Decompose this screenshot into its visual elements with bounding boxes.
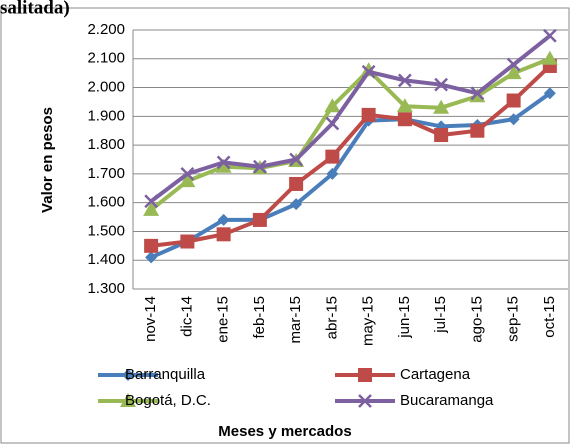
y-axis-label: Valor en pesos: [39, 107, 56, 213]
marker: [361, 64, 376, 79]
marker: [507, 113, 520, 126]
legend-label: Bucaramanga: [400, 392, 494, 409]
y-tick-label: 2.100: [87, 50, 125, 67]
marker: [180, 167, 195, 181]
y-tick-label: 1.700: [87, 165, 125, 182]
marker: [144, 238, 159, 253]
x-tick-label: ago-15: [468, 296, 485, 343]
marker: [179, 173, 196, 188]
marker: [216, 155, 231, 170]
marker: [289, 152, 304, 167]
marker: [434, 77, 449, 92]
marker: [433, 99, 450, 114]
marker: [543, 87, 556, 100]
x-tick-label: jun-15: [396, 296, 413, 339]
legend-label: Bogotá, D.C.: [125, 392, 211, 409]
chart-title: salitada): [0, 0, 70, 18]
marker: [470, 86, 485, 101]
marker: [397, 112, 412, 127]
x-tick-label: oct-15: [541, 296, 558, 338]
marker: [434, 128, 449, 143]
y-tick-label: 1.300: [87, 280, 125, 297]
marker: [120, 393, 136, 407]
marker: [470, 123, 485, 138]
marker: [252, 212, 267, 227]
marker: [122, 369, 134, 381]
y-tick-label: 1.600: [87, 194, 125, 211]
x-tick-label: may-15: [360, 296, 377, 346]
legend-label: Barranquilla: [125, 366, 206, 383]
y-tick-label: 1.900: [87, 107, 125, 124]
marker: [144, 194, 159, 209]
series-line: [149, 56, 551, 212]
marker: [506, 57, 521, 72]
marker: [358, 368, 372, 382]
x-tick-label: dic-14: [178, 296, 195, 337]
marker: [326, 167, 339, 180]
marker: [361, 107, 376, 122]
marker: [325, 149, 340, 164]
y-tick-label: 1.800: [87, 136, 125, 153]
marker: [505, 65, 522, 80]
y-tick-label: 2.000: [87, 79, 125, 96]
marker: [358, 394, 372, 408]
marker: [289, 176, 304, 191]
marker: [217, 213, 230, 226]
marker: [290, 198, 303, 211]
marker: [216, 227, 231, 242]
x-tick-label: sep-15: [505, 296, 522, 342]
y-tick-label: 1.400: [87, 251, 125, 268]
chart-border: [0, 7, 570, 444]
marker: [396, 98, 413, 113]
legend-label: Cartagena: [400, 366, 471, 383]
marker: [215, 158, 232, 173]
x-tick-label: abr-15: [323, 296, 340, 339]
marker: [541, 50, 558, 65]
marker: [397, 73, 412, 88]
y-tick-label: 2.200: [87, 21, 125, 38]
series-line: [150, 64, 552, 248]
marker: [542, 28, 557, 43]
x-tick-label: ene-15: [215, 296, 232, 343]
x-tick-label: jul-15: [432, 296, 449, 334]
marker: [145, 251, 158, 264]
x-axis-label: Meses y mercados: [218, 423, 351, 440]
marker: [325, 116, 340, 131]
marker: [506, 93, 521, 108]
x-tick-label: feb-15: [251, 296, 268, 339]
marker: [324, 98, 341, 113]
x-tick-label: nov-14: [142, 296, 159, 342]
marker: [252, 159, 267, 174]
marker: [143, 201, 160, 216]
marker: [180, 234, 195, 249]
y-tick-label: 1.500: [87, 222, 125, 239]
x-tick-label: mar-15: [287, 296, 304, 344]
